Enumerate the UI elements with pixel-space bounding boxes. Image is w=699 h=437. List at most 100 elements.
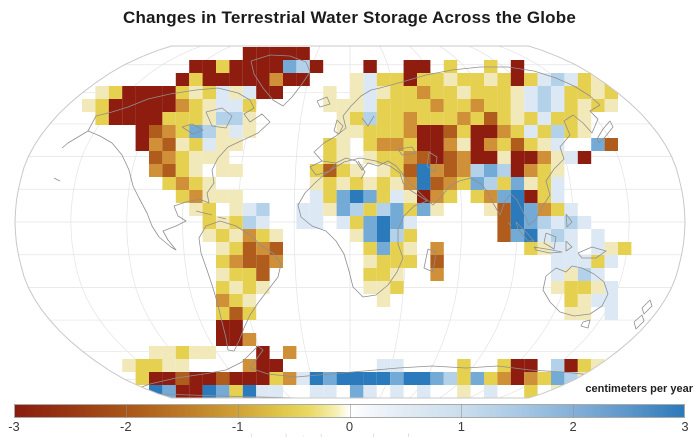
- data-cell: [336, 99, 350, 112]
- data-cell: [189, 99, 203, 112]
- data-cell: [417, 151, 431, 164]
- data-cell: [376, 73, 391, 86]
- data-cell: [216, 138, 230, 151]
- data-cell: [108, 112, 123, 125]
- data-cell: [551, 229, 565, 242]
- data-cell: [149, 99, 163, 112]
- data-cell: [390, 359, 404, 372]
- data-cell: [430, 242, 444, 255]
- data-cell: [390, 203, 404, 216]
- data-cell: [390, 281, 404, 294]
- data-cell: [497, 177, 511, 190]
- data-cell: [175, 164, 190, 177]
- data-cell: [497, 138, 511, 151]
- data-cell: [256, 47, 270, 60]
- data-cell: [470, 125, 484, 138]
- data-cell: [564, 73, 578, 86]
- data-cell: [551, 255, 565, 268]
- data-cell: [309, 60, 324, 73]
- data-cell: [229, 112, 243, 125]
- data-cell: [202, 190, 216, 203]
- map-outline: [14, 45, 686, 399]
- data-cell: [216, 60, 230, 73]
- data-cell: [484, 164, 498, 177]
- data-cell: [537, 138, 551, 151]
- data-cell: [135, 372, 149, 385]
- data-cell: [242, 294, 257, 307]
- data-cell: [336, 138, 350, 151]
- data-cell: [149, 138, 163, 151]
- data-cell: [470, 151, 484, 164]
- data-cell: [577, 307, 592, 320]
- data-cell: [403, 229, 417, 242]
- data-cell: [350, 125, 364, 138]
- data-cell: [497, 164, 511, 177]
- data-cell: [256, 255, 270, 268]
- data-cell: [457, 112, 471, 125]
- data-cell: [430, 112, 444, 125]
- data-cell: [256, 346, 270, 359]
- data-cell: [269, 242, 283, 255]
- data-cell: [229, 320, 243, 333]
- data-cell: [484, 385, 498, 398]
- data-cell: [162, 346, 176, 359]
- data-cell: [564, 112, 578, 125]
- data-cell: [484, 203, 498, 216]
- data-cell: [551, 99, 565, 112]
- data-cell: [350, 229, 364, 242]
- data-cell: [175, 359, 190, 372]
- data-cell: [376, 203, 391, 216]
- data-cell: [202, 372, 216, 385]
- data-cell: [323, 177, 337, 190]
- coastline: [335, 157, 403, 174]
- data-cell: [417, 125, 431, 138]
- data-cell: [350, 86, 364, 99]
- data-cell: [229, 281, 243, 294]
- data-cell: [175, 73, 190, 86]
- data-cell: [175, 346, 190, 359]
- data-cell: [216, 255, 230, 268]
- data-cell: [95, 86, 109, 99]
- data-cell: [497, 372, 511, 385]
- data-cell: [577, 73, 592, 86]
- data-cell: [417, 112, 431, 125]
- data-cell: [229, 216, 243, 229]
- coastline: [542, 265, 609, 317]
- data-cell: [229, 203, 243, 216]
- data-cell: [497, 229, 511, 242]
- data-cell: [229, 73, 243, 86]
- data-cell: [242, 99, 257, 112]
- data-cell: [149, 86, 163, 99]
- data-cell: [175, 112, 190, 125]
- data-cell: [202, 385, 216, 398]
- data-cell: [390, 190, 404, 203]
- coastline: [633, 314, 645, 330]
- coastline: [316, 96, 331, 108]
- data-cell: [537, 229, 551, 242]
- data-cell: [363, 60, 377, 73]
- data-cell: [551, 216, 565, 229]
- data-cell: [269, 255, 283, 268]
- data-cell: [390, 372, 404, 385]
- coastline: [127, 345, 641, 398]
- data-cell: [524, 359, 538, 372]
- data-cell: [564, 99, 578, 112]
- data-cell: [202, 138, 216, 151]
- data-cell: [162, 138, 176, 151]
- data-cell: [202, 151, 216, 164]
- data-cell: [497, 86, 511, 99]
- data-cell: [497, 99, 511, 112]
- data-cell: [296, 47, 310, 60]
- data-cell: [216, 320, 230, 333]
- data-cell: [242, 268, 257, 281]
- data-cell: [484, 112, 498, 125]
- data-cell: [537, 73, 551, 86]
- data-cell: [175, 190, 190, 203]
- data-cell: [256, 242, 270, 255]
- data-cell: [202, 346, 216, 359]
- data-cell: [551, 359, 565, 372]
- data-cell: [216, 268, 230, 281]
- coastline: [641, 299, 653, 315]
- data-cell: [497, 151, 511, 164]
- data-cell: [242, 112, 257, 125]
